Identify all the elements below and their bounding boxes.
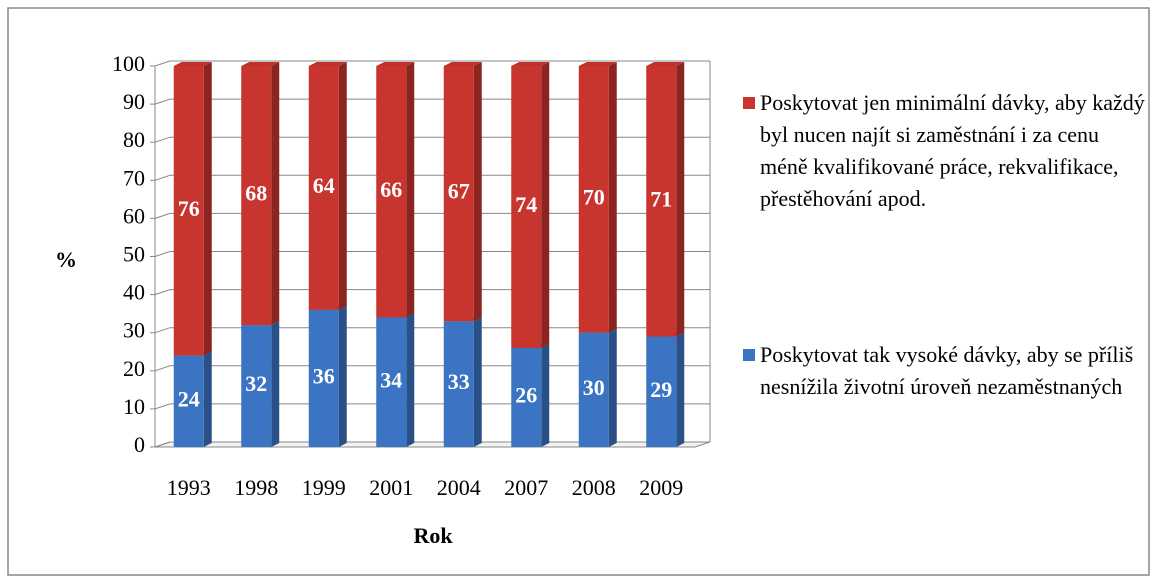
bar-segment [241, 321, 280, 447]
y-tick-label: 60 [123, 203, 145, 228]
bar-front [308, 309, 339, 447]
bar-segment [241, 62, 280, 326]
bar-top [376, 62, 415, 66]
bar-segment [173, 62, 212, 356]
bar-side [338, 62, 347, 310]
bar-side [203, 351, 212, 447]
x-tick-label: 2004 [437, 475, 481, 500]
bar-segment [308, 62, 347, 310]
data-label: 68 [245, 181, 267, 206]
y-tick-label: 100 [112, 51, 145, 76]
bar-front [511, 66, 542, 348]
data-label: 64 [313, 173, 335, 198]
bar-side [406, 62, 415, 318]
bar-front [578, 332, 609, 447]
data-label: 70 [583, 184, 605, 209]
y-tick-label: 0 [134, 432, 145, 457]
data-label: 36 [313, 363, 335, 388]
bar-top [173, 62, 212, 66]
x-tick-label: 2001 [369, 475, 413, 500]
x-tick-label: 1998 [234, 475, 278, 500]
bar-front [308, 66, 339, 310]
bar-segment [376, 62, 415, 318]
legend-swatch [743, 349, 755, 361]
bar-top [511, 62, 550, 66]
bar-segment [511, 62, 550, 348]
floor [154, 441, 711, 448]
bar-front [646, 336, 677, 447]
bar-side [608, 328, 617, 447]
y-tick-label: 80 [123, 127, 145, 152]
bar-top [443, 62, 482, 66]
data-label: 33 [448, 369, 470, 394]
bar-side [608, 62, 617, 333]
bar-top [646, 62, 685, 66]
bar-side [406, 313, 415, 447]
data-label: 67 [448, 179, 470, 204]
bar-top [308, 62, 347, 66]
bar-segment [578, 328, 617, 447]
bar-side [541, 62, 550, 348]
y-tick-label: 90 [123, 89, 145, 114]
bar-side [271, 62, 280, 326]
data-label: 32 [245, 371, 267, 396]
bar-front [443, 66, 474, 322]
bar-segment [578, 62, 617, 333]
y-axis-title: % [55, 247, 77, 272]
bar-segment [646, 62, 685, 337]
y-tick-label: 20 [123, 356, 145, 381]
y-tick-label: 30 [123, 318, 145, 343]
bar-front [173, 355, 204, 447]
y-tick-label: 50 [123, 242, 145, 267]
bar-front [578, 66, 609, 333]
data-label: 29 [650, 377, 672, 402]
x-axis-title: Rok [413, 523, 453, 548]
bar-side [676, 62, 685, 337]
bar-front [241, 66, 272, 326]
x-tick-label: 2009 [639, 475, 683, 500]
data-label: 34 [380, 367, 402, 392]
bar-top [241, 62, 280, 66]
legend-label: Poskytovat jen minimální dávky, aby každ… [760, 90, 1145, 211]
bar-side [203, 62, 212, 356]
y-tick-label: 10 [123, 394, 145, 419]
bar-front [376, 317, 407, 447]
x-tick-label: 1999 [302, 475, 346, 500]
x-tick-label: 2008 [572, 475, 616, 500]
y-tick-label: 40 [123, 280, 145, 305]
bar-top [578, 62, 617, 66]
bar-segment [443, 62, 482, 322]
bar-front [511, 347, 542, 447]
bar-side [541, 343, 550, 447]
bar-segment [511, 343, 550, 447]
legend-label: Poskytovat tak vysoké dávky, aby se příl… [760, 342, 1134, 399]
bar-side [473, 62, 482, 322]
data-label: 24 [178, 386, 200, 411]
data-label: 26 [515, 383, 537, 408]
bar-front [241, 325, 272, 447]
data-label: 30 [583, 375, 605, 400]
y-tick-label: 70 [123, 165, 145, 190]
data-label: 74 [515, 192, 537, 217]
bar-front [173, 66, 204, 356]
legend-swatch [743, 97, 755, 109]
grid-line [154, 60, 710, 67]
bar-front [376, 66, 407, 318]
bar-side [271, 321, 280, 447]
bar-side [676, 332, 685, 447]
data-label: 66 [380, 177, 402, 202]
x-tick-label: 2007 [504, 475, 548, 500]
bar-segment [173, 351, 212, 447]
data-label: 76 [178, 196, 200, 221]
data-label: 71 [650, 186, 672, 211]
x-tick-label: 1993 [167, 475, 211, 500]
bar-segment [308, 305, 347, 447]
bar-side [473, 317, 482, 447]
bar-side [338, 305, 347, 447]
bar-front [443, 321, 474, 447]
bar-front [646, 66, 677, 337]
